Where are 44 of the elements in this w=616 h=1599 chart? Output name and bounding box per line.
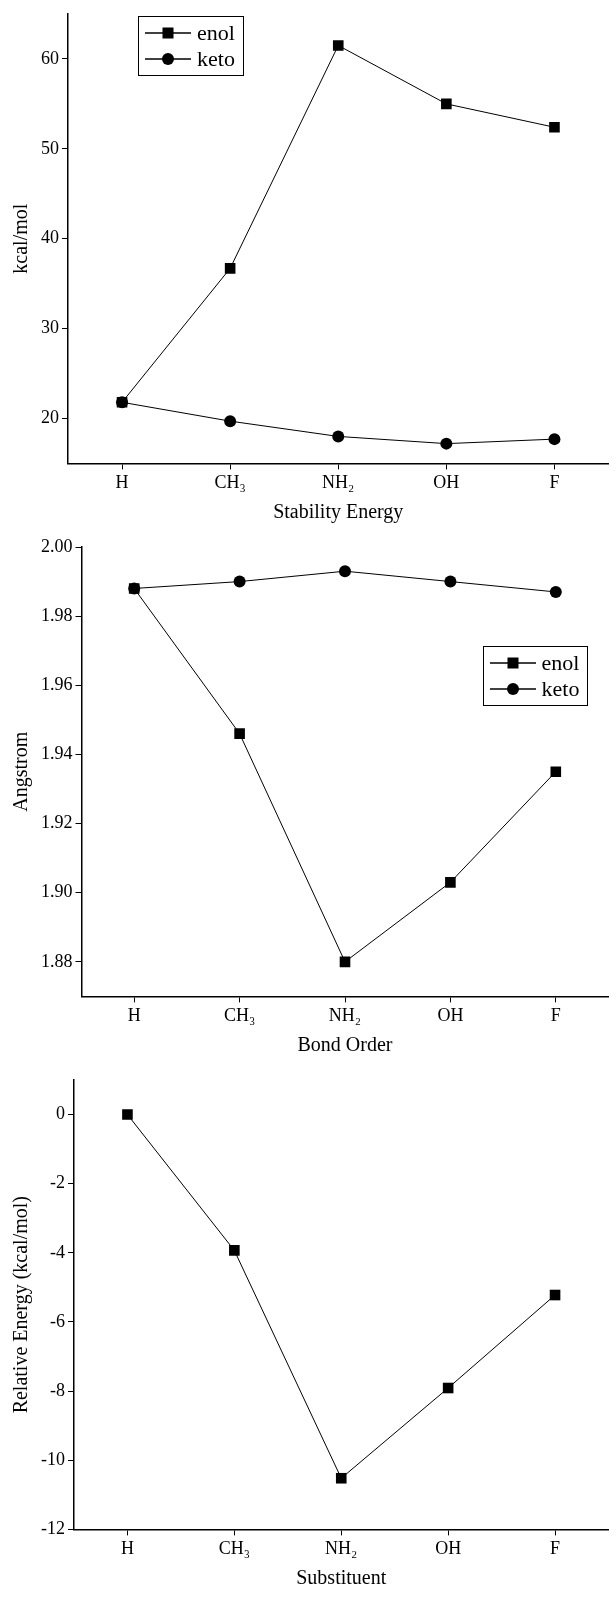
y-tick-label: -8 bbox=[49, 1379, 65, 1400]
x-tick-label: OH bbox=[437, 1004, 464, 1025]
legend-label: enol bbox=[197, 20, 235, 46]
y-tick-label: 40 bbox=[41, 227, 59, 248]
x-tick-label: F bbox=[549, 471, 560, 492]
legend-label: keto bbox=[197, 46, 235, 72]
x-tick-label: H bbox=[115, 471, 129, 492]
x-tick-label: NH₂ bbox=[328, 1004, 362, 1025]
y-tick-label: 1.98 bbox=[41, 604, 73, 625]
y-tick-label: 2.00 bbox=[41, 535, 73, 556]
y-tick-label: 30 bbox=[41, 317, 59, 338]
y-tick-label: -4 bbox=[49, 1241, 65, 1262]
x-tick-label: NH₂ bbox=[325, 1537, 358, 1558]
y-tick-label: -2 bbox=[49, 1172, 65, 1193]
y-axis-title: Angstrom bbox=[9, 731, 33, 812]
x-tick-label: NH₂ bbox=[322, 471, 355, 492]
x-axis-title: Bond Order bbox=[297, 1033, 393, 1056]
y-tick-label: 1.92 bbox=[41, 812, 73, 833]
x-axis-title: Stability Energy bbox=[273, 500, 404, 524]
y-tick-label: -12 bbox=[40, 1518, 65, 1539]
x-tick-label: F bbox=[550, 1537, 561, 1558]
x-tick-label: CH₃ bbox=[218, 1537, 250, 1558]
x-tick-label: H bbox=[127, 1004, 141, 1025]
y-tick-label: 1.94 bbox=[41, 743, 73, 764]
x-tick-label: OH bbox=[433, 471, 460, 492]
y-tick-label: 60 bbox=[41, 47, 59, 68]
y-tick-label: -10 bbox=[40, 1449, 65, 1469]
y-axis-title: kcal/mol bbox=[9, 203, 32, 274]
x-tick-label: F bbox=[550, 1004, 561, 1025]
y-tick-label: 1.96 bbox=[41, 674, 73, 695]
x-tick-label: CH₃ bbox=[214, 471, 246, 492]
y-tick-label: 1.90 bbox=[41, 881, 73, 902]
x-tick-label: CH₃ bbox=[223, 1004, 256, 1025]
y-tick-label: 1.88 bbox=[41, 950, 73, 971]
y-axis-title: Relative Energy (kcal/mol) bbox=[9, 1196, 33, 1414]
x-axis-title: Substituent bbox=[296, 1566, 387, 1589]
x-tick-label: OH bbox=[435, 1537, 462, 1558]
y-tick-label: 20 bbox=[41, 407, 59, 428]
y-tick-label: -6 bbox=[49, 1310, 65, 1331]
y-tick-label: 50 bbox=[41, 137, 59, 158]
y-tick-label: 0 bbox=[55, 1103, 65, 1124]
x-tick-label: H bbox=[120, 1537, 134, 1558]
legend-label: enol bbox=[541, 649, 580, 676]
legend-label: keto bbox=[541, 675, 580, 702]
